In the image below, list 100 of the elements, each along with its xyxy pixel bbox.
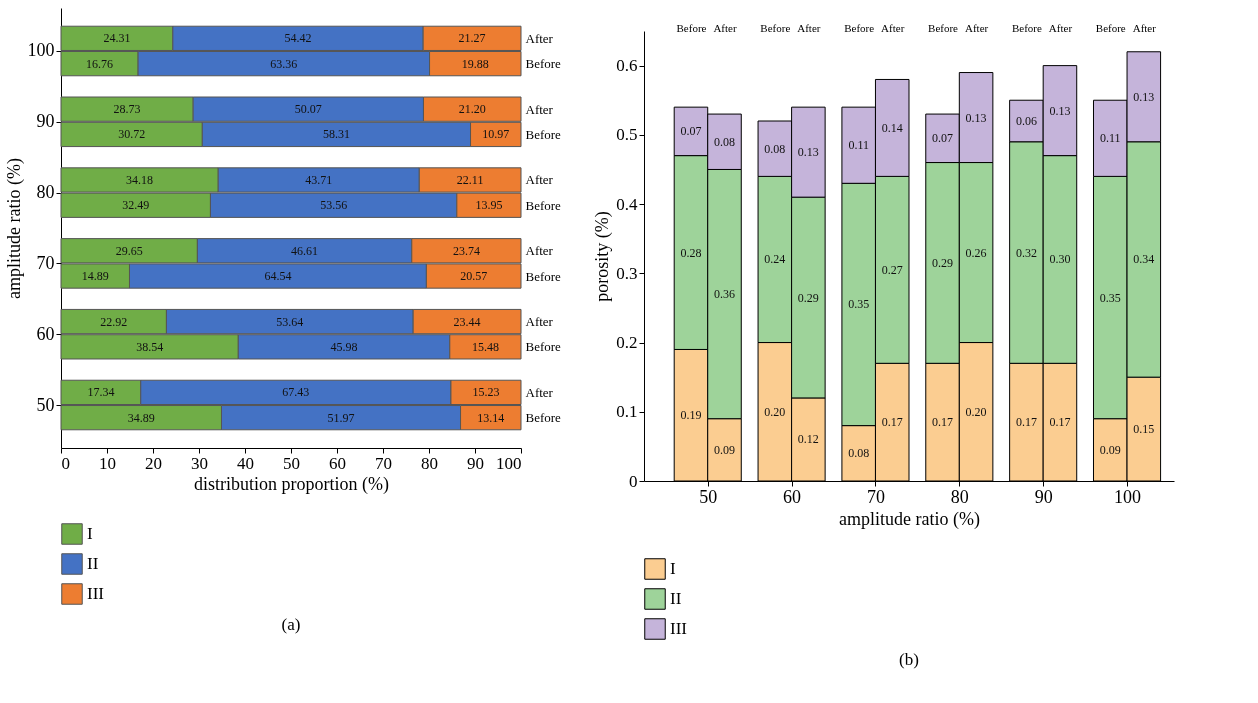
- data-label: 43.71: [305, 172, 333, 187]
- y-tick-label: Before: [525, 339, 562, 355]
- x-tick-label: After: [1132, 21, 1157, 34]
- data-label: 17.34: [87, 385, 115, 400]
- x-tick-label: 0: [61, 453, 70, 473]
- data-label: 58.31: [322, 127, 350, 142]
- data-label: 0.29: [797, 290, 819, 305]
- y-tick-label: After: [525, 314, 554, 330]
- legend-label: II: [670, 589, 682, 608]
- data-label: 34.18: [126, 172, 154, 187]
- data-label: 0.09: [1099, 442, 1121, 457]
- data-label: 0.17: [1015, 415, 1037, 430]
- data-label: 0.08: [764, 141, 786, 156]
- text: 80: [950, 486, 969, 507]
- data-label: 16.76: [86, 56, 114, 71]
- data-label: 0.34: [1133, 252, 1155, 267]
- x-tick-label: Before: [1095, 21, 1126, 34]
- text: 70: [36, 252, 55, 273]
- text: (a): [281, 615, 301, 634]
- y-tick-label: 0.5: [616, 125, 638, 145]
- data-label: 23.44: [453, 314, 481, 329]
- legend-label: III: [670, 619, 688, 638]
- y-axis-title: porosity (%): [592, 211, 614, 302]
- data-label: 13.95: [475, 198, 503, 213]
- data-label: 15.48: [471, 339, 499, 354]
- x-tick-label: Before: [676, 21, 707, 34]
- data-label: 0.13: [1133, 89, 1155, 104]
- data-label: 0.20: [965, 404, 987, 419]
- text: (b): [899, 650, 919, 669]
- x-tick-label: 90: [467, 453, 484, 473]
- y-tick-label: After: [525, 384, 554, 400]
- data-label: 0.13: [797, 145, 819, 160]
- text: 80: [36, 182, 55, 203]
- data-label: 15.23: [472, 385, 500, 400]
- text: 100: [1114, 486, 1142, 507]
- data-label: 14.89: [81, 269, 109, 284]
- x-tick-label: Before: [844, 21, 875, 34]
- x-tick-label: Before: [760, 21, 791, 34]
- legend-label: II: [87, 554, 99, 573]
- data-label: 0.17: [881, 415, 903, 430]
- text: 50: [36, 394, 55, 415]
- text: 70: [866, 486, 885, 507]
- data-label: 38.54: [136, 339, 164, 354]
- data-label: 0.27: [881, 262, 903, 277]
- y-tick-label: 0.4: [616, 194, 638, 214]
- x-tick-label: 40: [237, 453, 254, 473]
- legend-label: I: [87, 524, 93, 543]
- x-tick-label: 60: [329, 453, 346, 473]
- data-label: 19.88: [461, 56, 489, 71]
- x-tick-label: 10: [99, 453, 116, 473]
- data-label: 0.11: [1099, 131, 1121, 146]
- y-tick-label: After: [525, 101, 554, 117]
- data-label: 51.97: [327, 410, 355, 425]
- data-label: 29.65: [115, 243, 143, 258]
- data-label: 54.42: [284, 31, 312, 46]
- data-label: 53.64: [276, 314, 304, 329]
- data-label: 0.13: [1049, 103, 1071, 118]
- legend-label: III: [87, 584, 105, 603]
- data-label: 50.07: [294, 102, 322, 117]
- y-tick-label: 0: [629, 471, 638, 491]
- data-label: 13.14: [477, 410, 505, 425]
- x-axis-title: distribution proportion (%): [194, 473, 389, 495]
- y-tick-label: 0.6: [616, 56, 638, 76]
- data-label: 0.30: [1049, 252, 1071, 267]
- y-tick-label: Before: [525, 197, 562, 213]
- data-label: 21.20: [458, 102, 486, 117]
- data-label: 0.36: [714, 287, 736, 302]
- x-tick-label: After: [797, 21, 821, 34]
- data-label: 0.35: [1099, 290, 1121, 305]
- data-label: 0.07: [932, 131, 954, 146]
- text: 60: [36, 323, 55, 344]
- x-tick-label: Before: [928, 21, 959, 34]
- data-label: 22.11: [456, 172, 484, 187]
- data-label: 0.20: [764, 404, 786, 419]
- data-label: 0.14: [881, 120, 903, 135]
- y-tick-label: Before: [525, 268, 562, 284]
- y-tick-label: 0.2: [616, 333, 638, 353]
- data-label: 46.61: [291, 243, 319, 258]
- data-label: 0.11: [848, 138, 869, 153]
- y-tick-label: Before: [525, 126, 562, 142]
- y-tick-label: Before: [525, 410, 562, 426]
- data-label: 32.49: [122, 198, 150, 213]
- data-label: 10.97: [482, 127, 510, 142]
- y-tick-label: 0.1: [616, 402, 638, 422]
- data-label: 0.24: [764, 252, 786, 267]
- text: 60: [783, 486, 802, 507]
- text: 50: [699, 486, 718, 507]
- text: 90: [36, 111, 55, 132]
- x-tick-label: 20: [145, 453, 162, 473]
- data-label: 30.72: [118, 127, 146, 142]
- text: 100: [27, 40, 55, 61]
- data-label: 0.17: [1049, 415, 1071, 430]
- data-label: 0.32: [1015, 245, 1037, 260]
- x-tick-label: 80: [421, 453, 438, 473]
- data-label: 34.89: [127, 410, 155, 425]
- y-tick-label: Before: [525, 56, 562, 72]
- data-label: 0.08: [848, 446, 870, 461]
- text: 90: [1034, 486, 1053, 507]
- data-label: 0.13: [965, 110, 987, 125]
- x-tick-label: 50: [283, 453, 300, 473]
